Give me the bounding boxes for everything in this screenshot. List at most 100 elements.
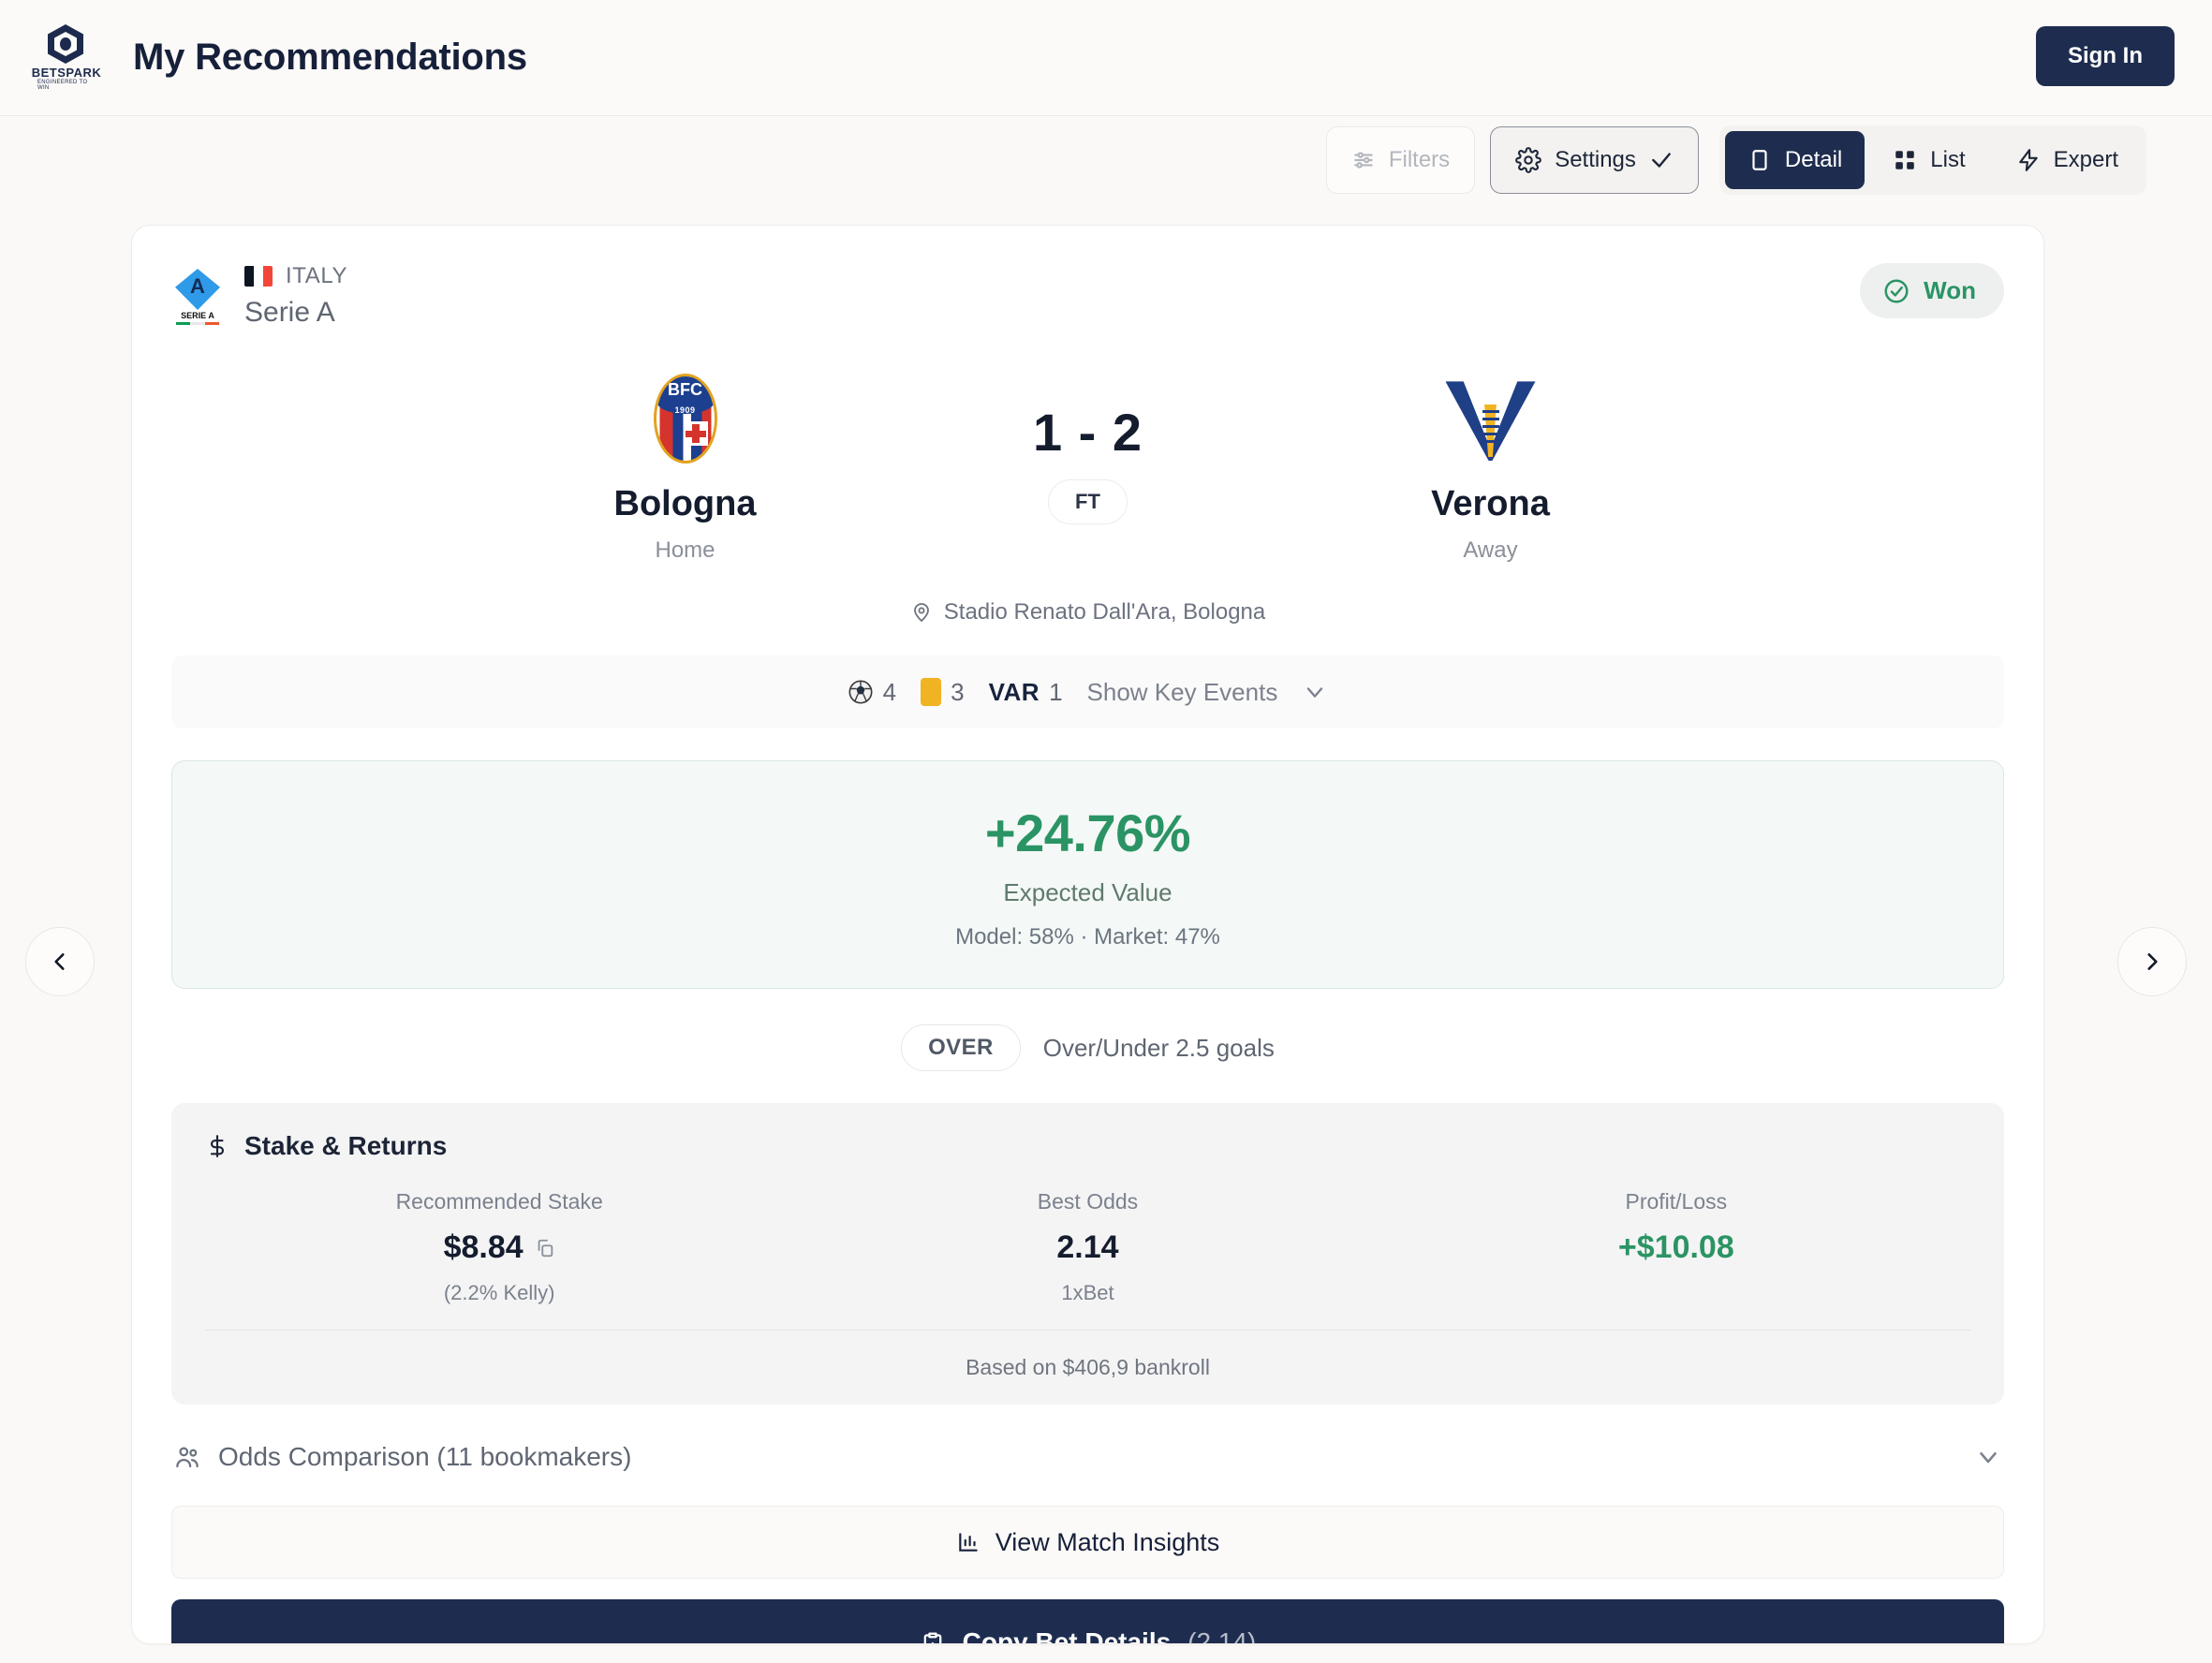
settings-button[interactable]: Settings (1490, 126, 1699, 194)
away-team-name: Verona (1431, 484, 1550, 523)
view-mode-expert[interactable]: Expert (1994, 131, 2141, 189)
copy-bet-details-button[interactable]: Copy Bet Details (2.14) (171, 1599, 2004, 1644)
bar-chart-icon (956, 1530, 981, 1554)
brand[interactable]: BETSPARK ENGINEERED TO WIN My Recommenda… (32, 24, 527, 91)
next-recommendation-button[interactable] (2117, 927, 2187, 996)
recommended-stake-value-row: $8.84 (205, 1229, 793, 1266)
stake-and-returns-section: Stake & Returns Recommended Stake $8.84 (171, 1103, 2004, 1405)
odds-comparison-row[interactable]: Odds Comparison (11 bookmakers) (171, 1405, 2004, 1506)
filters-button[interactable]: Filters (1325, 126, 1476, 194)
cards-stat: 3 (921, 677, 965, 707)
chevron-left-icon (48, 949, 72, 974)
match-teams: BFC 1909 Bologna Home 1 - 2 FT (171, 370, 2004, 564)
selection-badge: OVER (901, 1024, 1021, 1071)
profit-loss-value: +$10.08 (1617, 1229, 1734, 1265)
stake-metrics: Recommended Stake $8.84 (2.2% Kelly) (205, 1189, 1970, 1330)
recommended-stake-value: $8.84 (443, 1229, 524, 1265)
gear-icon (1515, 147, 1542, 173)
match-score: 1 - 2 (1032, 403, 1143, 462)
kelly-note: (2.2% Kelly) (443, 1281, 555, 1304)
away-team: Verona Away (1229, 370, 1753, 564)
var-count: 1 (1049, 677, 1063, 706)
view-mode-detail-label: Detail (1784, 147, 1843, 172)
var-stat: VAR 1 (989, 678, 1063, 707)
brand-name: BETSPARK (31, 66, 102, 80)
copy-bet-details-label: Copy Bet Details (962, 1627, 1172, 1644)
chevron-down-icon[interactable] (1974, 1443, 2002, 1471)
odds-comparison-title: Odds Comparison (11 bookmakers) (218, 1442, 632, 1471)
best-odds-metric: Best Odds 2.14 1xBet (793, 1189, 1381, 1305)
best-odds-label: Best Odds (1037, 1189, 1139, 1214)
filters-icon (1351, 148, 1376, 172)
view-mode-detail[interactable]: Detail (1724, 131, 1865, 189)
chevron-right-icon (2140, 949, 2164, 974)
league-header: SERIE A ITALY Serie A (171, 263, 2004, 329)
copy-bet-details-odds: (2.14) (1187, 1627, 1257, 1644)
detail-icon (1747, 148, 1772, 172)
best-odds-value: 2.14 (1056, 1229, 1119, 1265)
match-period-badge: FT (1048, 479, 1128, 524)
goals-stat: 4 (848, 678, 896, 707)
bookmaker-name: 1xBet (1061, 1281, 1114, 1304)
verona-crest-icon (1229, 370, 1753, 467)
model-market-probabilities: Model: 58% · Market: 47% (955, 924, 1220, 949)
expected-value-amount: +24.76% (984, 803, 1191, 862)
bankroll-note: Based on $406,9 bankroll (205, 1330, 1970, 1380)
recommended-stake-label: Recommended Stake (395, 1189, 603, 1214)
check-circle-icon (1882, 277, 1910, 305)
home-crest-year: 1909 (674, 405, 696, 415)
italy-flag-icon (244, 266, 273, 287)
grid-icon (1893, 148, 1917, 172)
soccer-ball-icon (848, 679, 874, 705)
view-mode-list-label: List (1930, 147, 1966, 172)
settings-label: Settings (1555, 147, 1636, 172)
venue-label: Stadio Renato Dall'Ara, Bologna (943, 599, 1266, 625)
home-team-side: Home (655, 537, 715, 563)
bologna-crest-icon: BFC 1909 (423, 370, 948, 467)
location-pin-icon (910, 601, 933, 624)
stake-section-header: Stake & Returns (205, 1131, 1970, 1161)
prev-recommendation-button[interactable] (25, 927, 95, 996)
copy-icon[interactable] (535, 1238, 555, 1258)
view-match-insights-button[interactable]: View Match Insights (171, 1506, 2004, 1579)
expected-value-card: +24.76% Expected Value Model: 58% · Mark… (171, 760, 2004, 989)
lightning-icon (2016, 148, 2041, 172)
clipboard-icon (920, 1629, 946, 1643)
serie-a-logo-icon: SERIE A (171, 269, 224, 329)
var-label: VAR (988, 677, 1040, 706)
league-label: Serie A (244, 297, 335, 328)
key-events-bar[interactable]: 4 3 VAR 1 Show Key Events (171, 655, 2004, 728)
view-match-insights-label: View Match Insights (995, 1527, 1220, 1556)
home-team: BFC 1909 Bologna Home (423, 370, 948, 564)
status-badge: Won (1860, 263, 2004, 318)
betspark-logo-icon: BETSPARK ENGINEERED TO WIN (32, 24, 101, 91)
stake-section-title: Stake & Returns (244, 1131, 448, 1160)
brand-tagline: ENGINEERED TO WIN (37, 80, 88, 91)
recommended-stake-metric: Recommended Stake $8.84 (2.2% Kelly) (205, 1189, 793, 1305)
match-score-block: 1 - 2 FT (948, 370, 1229, 524)
top-bar: BETSPARK ENGINEERED TO WIN My Recommenda… (0, 0, 2212, 116)
view-mode-list[interactable]: List (1870, 131, 1987, 189)
serie-a-logo-text: SERIE A (181, 311, 214, 320)
country-label: ITALY (286, 263, 348, 288)
people-icon (173, 1443, 201, 1471)
sign-in-button[interactable]: Sign In (2036, 26, 2175, 86)
chevron-down-icon[interactable] (1302, 679, 1328, 705)
market-name: Over/Under 2.5 goals (1042, 1033, 1275, 1062)
goals-count: 4 (882, 677, 897, 706)
check-icon (1649, 148, 1674, 172)
profit-loss-metric: Profit/Loss +$10.08 (1382, 1189, 1970, 1305)
venue-row: Stadio Renato Dall'Ara, Bologna (171, 599, 2004, 625)
cards-count: 3 (951, 677, 965, 706)
status-badge-label: Won (1924, 276, 1976, 304)
home-crest-text: BFC (668, 380, 702, 399)
view-mode-expert-label: Expert (2053, 147, 2118, 172)
yellow-card-icon (921, 678, 942, 706)
view-toolbar: Filters Settings (1325, 125, 2146, 195)
page-title: My Recommendations (133, 37, 527, 78)
profit-loss-label: Profit/Loss (1625, 1189, 1728, 1214)
view-mode-segmented-control: Detail List Expert (1718, 125, 2146, 195)
show-key-events-toggle[interactable]: Show Key Events (1086, 677, 1278, 706)
recommendation-card: SERIE A ITALY Serie A Won (131, 225, 2044, 1644)
